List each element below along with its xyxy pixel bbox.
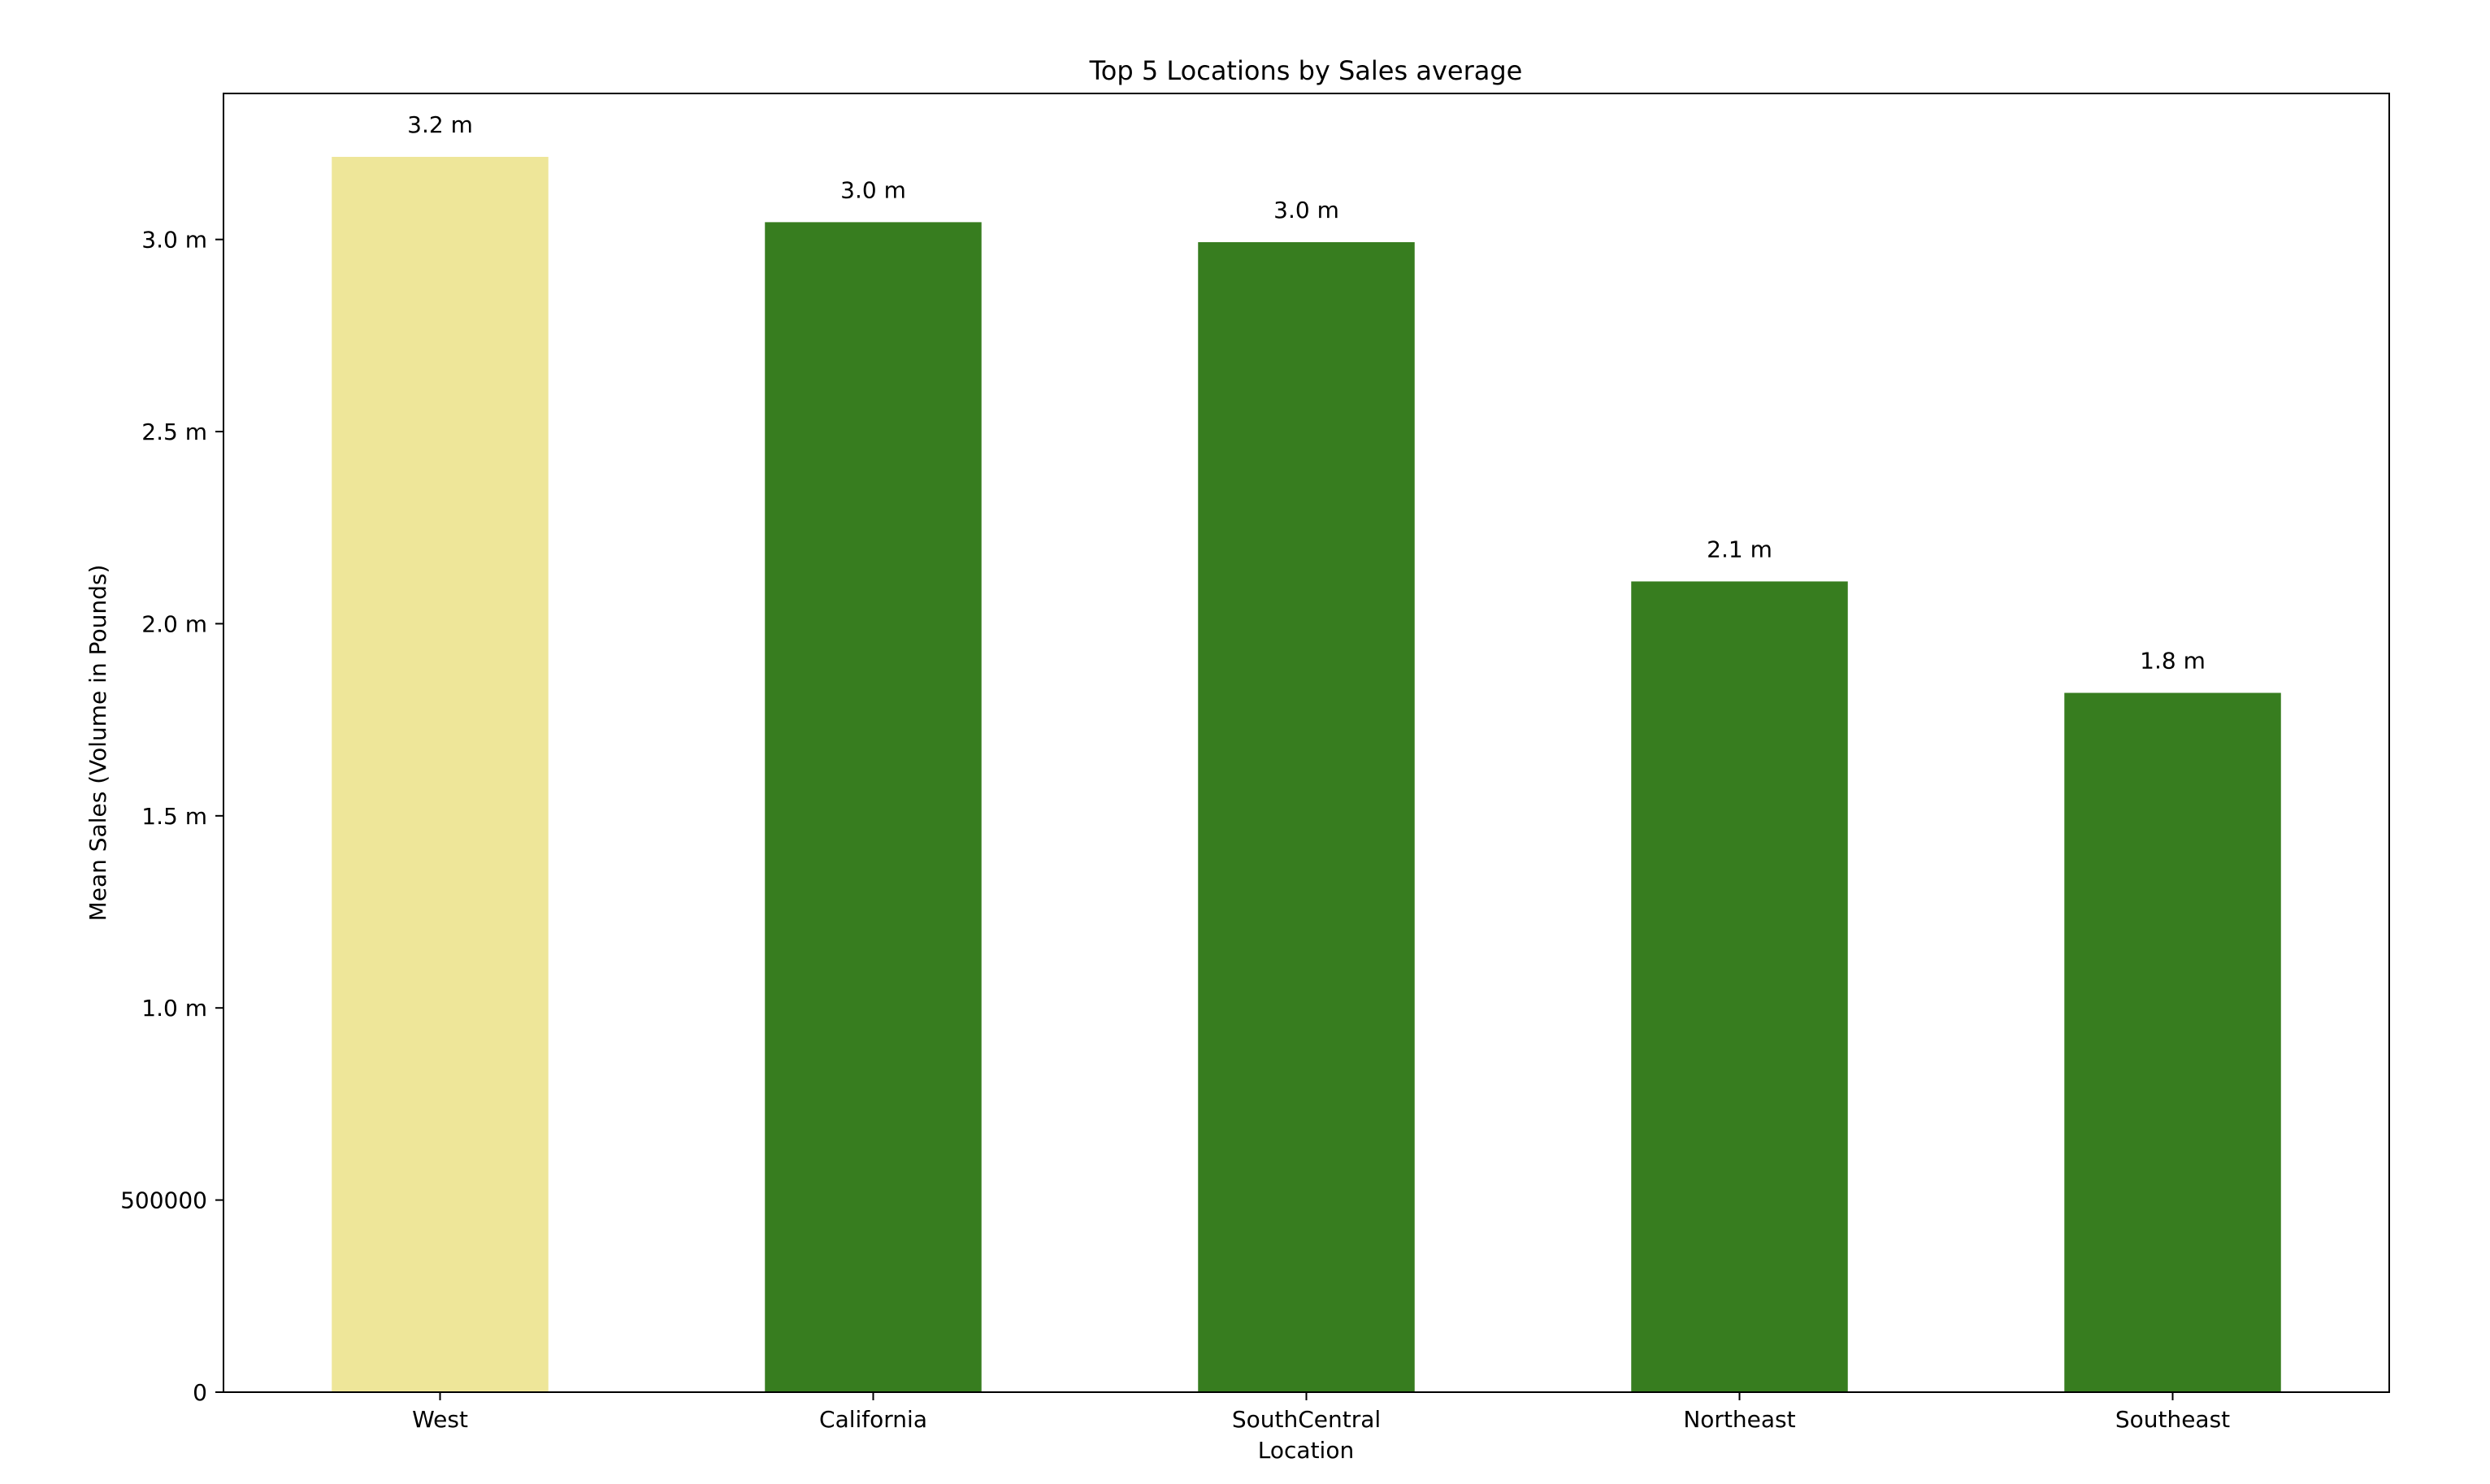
bar-southcentral	[1198, 241, 1415, 1392]
bar-california	[765, 222, 982, 1393]
x-tick-label: Southeast	[2115, 1406, 2230, 1433]
bars-group	[332, 157, 2281, 1393]
x-axis-label: Location	[1258, 1437, 1354, 1464]
x-tick-label: Northeast	[1683, 1406, 1795, 1433]
bar-west	[332, 157, 549, 1392]
data-label-west: 3.2 m	[407, 111, 473, 138]
chart-title: Top 5 Locations by Sales average	[1089, 55, 1523, 86]
data-label-northeast: 2.1 m	[1707, 536, 1772, 562]
data-label-southcentral: 3.0 m	[1273, 197, 1339, 223]
data-labels-group: 3.2 m 3.0 m 3.0 m 2.1 m 1.8 m	[407, 111, 2206, 675]
x-axis-ticks: West California SouthCentral Northeast South…	[412, 1392, 2230, 1433]
y-axis-ticks: 0 500000 1.0 m 1.5 m 2.0 m 2.5 m 3.0 m	[120, 227, 223, 1406]
x-tick-label: California	[819, 1406, 927, 1433]
y-tick-label: 3.0 m	[141, 227, 207, 254]
y-tick-label: 2.0 m	[141, 610, 207, 637]
x-tick-label: SouthCentral	[1232, 1406, 1381, 1433]
y-tick-label: 0	[193, 1379, 207, 1406]
x-tick-label: West	[412, 1406, 468, 1433]
bar-southeast	[2064, 692, 2281, 1392]
y-tick-label: 500000	[120, 1187, 207, 1214]
y-tick-label: 2.5 m	[141, 419, 207, 445]
y-axis-label: Mean Sales (Volume in Pounds)	[85, 565, 111, 922]
data-label-southeast: 1.8 m	[2140, 648, 2206, 675]
y-tick-label: 1.0 m	[141, 995, 207, 1022]
bar-northeast	[1631, 581, 1848, 1392]
data-label-california: 3.0 m	[840, 176, 906, 203]
plot-frame	[223, 93, 2390, 1393]
y-tick-label: 1.5 m	[141, 803, 207, 830]
